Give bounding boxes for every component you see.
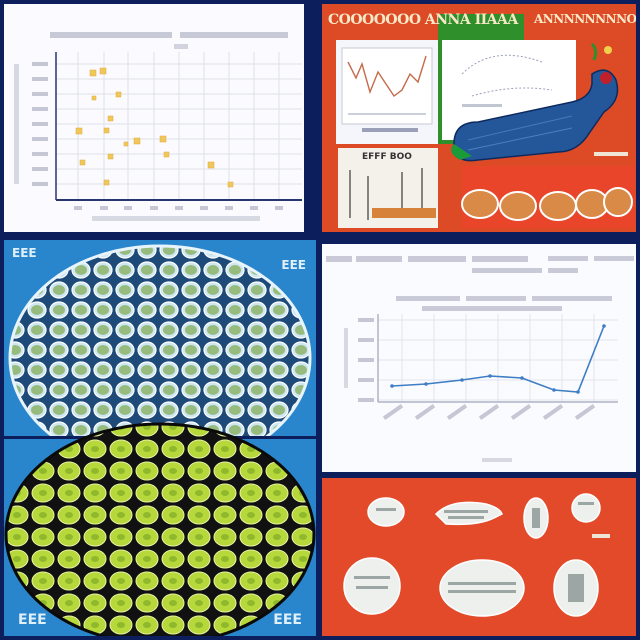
illustration-art xyxy=(322,4,636,228)
inset-line xyxy=(347,55,427,98)
specimen-art xyxy=(322,478,636,636)
scatter-panel xyxy=(4,4,304,232)
line-chart-panel xyxy=(322,244,636,472)
corner-label-tr: EEE xyxy=(281,258,306,272)
corner-label-bl: EEE xyxy=(18,612,47,628)
line-chart-y-ticks xyxy=(344,318,374,402)
line-chart-header-blur xyxy=(326,256,634,311)
specimen-texture xyxy=(354,502,594,602)
scatter-chart xyxy=(4,4,304,232)
scatter-gridlines xyxy=(56,52,302,200)
blue-creature xyxy=(453,69,619,162)
lower-cell-cluster xyxy=(4,422,316,636)
series-line xyxy=(391,325,605,393)
line-chart-x-ticks xyxy=(382,404,596,462)
series-markers xyxy=(390,324,606,394)
scatter-points xyxy=(75,67,234,188)
banner-right: ANNNNNNNNOO xyxy=(534,12,636,26)
scatter-title-blur xyxy=(50,32,172,38)
corner-label-tl: EEE xyxy=(12,246,37,260)
inset-caption: EFFF BOO xyxy=(362,152,412,162)
cell-mesh-panel: EEE EEE EEE EEE xyxy=(4,240,316,636)
cell-mesh-art xyxy=(4,240,316,636)
scatter-y-ticks xyxy=(14,62,48,186)
scatter-x-ticks xyxy=(74,206,283,221)
banner-left: COOOOOOO ANNA IIAAA xyxy=(328,12,518,28)
creature-eye xyxy=(600,72,612,84)
seed-shapes xyxy=(461,187,633,221)
specimen-panel xyxy=(322,478,636,636)
line-chart xyxy=(322,244,636,472)
illustration-panel: COOOOOOO ANNA IIAAA ANNNNNNNNOO EFFF BOO xyxy=(322,4,636,232)
corner-label-br: EEE xyxy=(273,612,302,628)
line-chart-gridlines xyxy=(378,314,618,402)
